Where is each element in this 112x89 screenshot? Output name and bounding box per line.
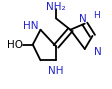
Text: NH₂: NH₂ — [46, 2, 66, 12]
Text: N: N — [94, 47, 101, 57]
Text: H: H — [94, 11, 100, 20]
Text: N: N — [79, 14, 87, 24]
Text: HO: HO — [7, 40, 23, 50]
Text: NH: NH — [48, 66, 64, 76]
Text: HN: HN — [23, 21, 38, 31]
